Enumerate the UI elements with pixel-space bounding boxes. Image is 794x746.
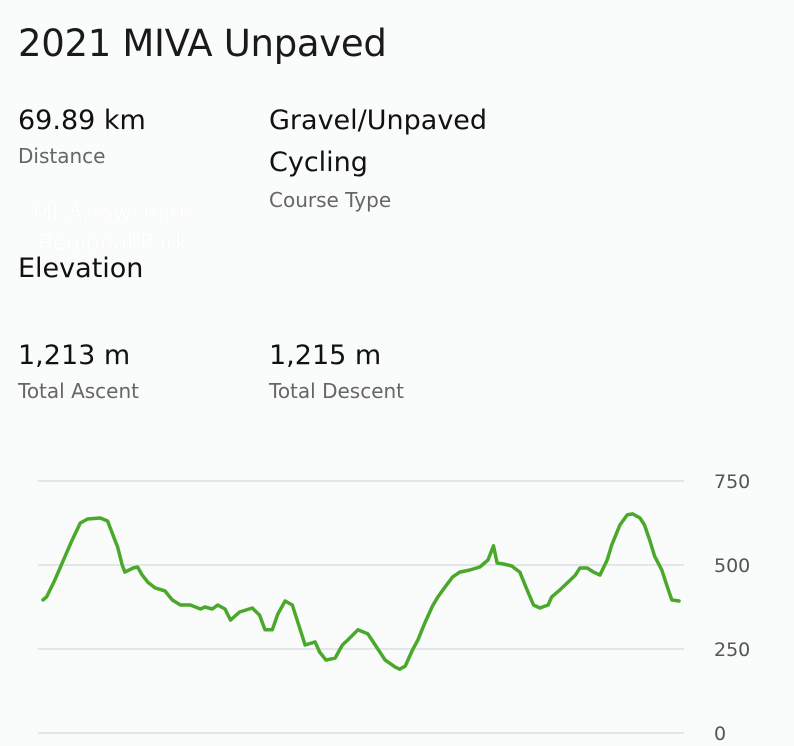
course-type-label: Course Type — [269, 188, 392, 212]
course-type-value: Gravel/Unpaved Cycling — [269, 105, 488, 178]
distance-stat: 69.89 km Distance — [18, 100, 146, 170]
map-place-label: Mt Arrowsmith Regional Park — [33, 202, 193, 256]
y-tick-label: 500 — [714, 555, 750, 577]
course-title: 2021 MIVA Unpaved — [18, 22, 387, 65]
distance-value: 69.89 km — [18, 105, 146, 136]
y-tick-label: 250 — [714, 639, 750, 661]
descent-value: 1,215 m — [269, 340, 382, 371]
course-type-stat: Gravel/Unpaved Cycling Course Type — [269, 100, 529, 214]
descent-label: Total Descent — [269, 379, 405, 403]
elevation-heading: Elevation — [18, 253, 144, 284]
descent-stat: 1,215 m Total Descent — [269, 335, 404, 405]
ascent-stat: 1,213 m Total Ascent — [18, 335, 139, 405]
ascent-value: 1,213 m — [18, 340, 131, 371]
ascent-label: Total Ascent — [18, 379, 139, 403]
elevation-line — [41, 512, 681, 671]
distance-label: Distance — [18, 144, 106, 168]
y-tick-label: 750 — [714, 471, 750, 493]
y-tick-label: 0 — [714, 723, 726, 745]
